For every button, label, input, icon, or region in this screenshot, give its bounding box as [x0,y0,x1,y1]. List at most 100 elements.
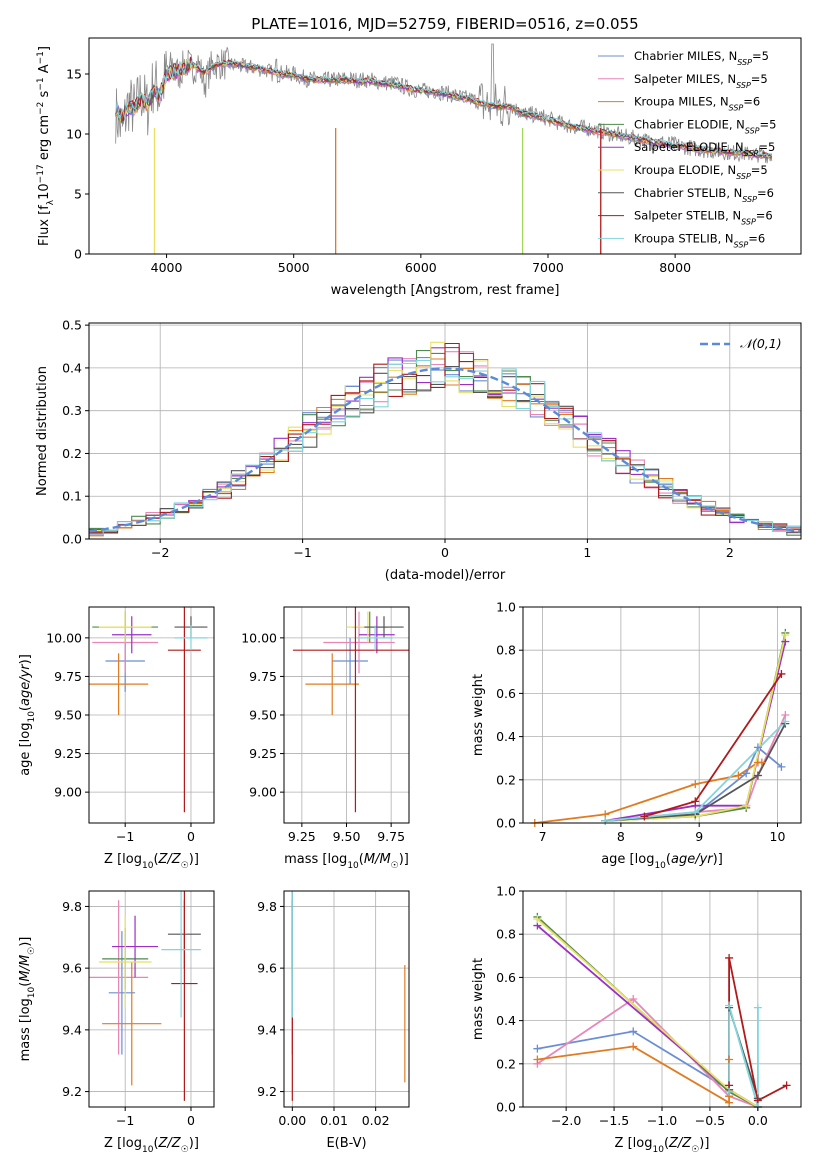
legend-label-1: Salpeter MILES, NSSP=5 [634,72,768,90]
y-axis-label: age [log10(age/yr)] [18,654,37,776]
y-tick-label: 9.25 [249,746,277,761]
y-tick-label: 10.00 [46,630,82,645]
y-tick-label: 10.00 [241,630,277,645]
y-axis-label: Normed distribution [35,366,50,496]
label-part: 10 [347,861,359,871]
model-spectrum-8 [115,57,773,157]
marker-5-0 [533,915,542,924]
x-tick-label: 1 [583,545,591,560]
label-part: 10 [142,1145,154,1155]
legend-sub: SSP [736,172,751,181]
label-part: )] [399,852,409,867]
x-axis-label: (data-model)/error [385,568,506,583]
marker-1-1 [629,995,638,1003]
x-tick-label: −1.0 [647,1113,677,1128]
label-part: ☉ [181,1145,189,1155]
label-part: ( [153,1136,158,1151]
label-part: ( [666,852,671,867]
marker-6-2 [753,771,762,780]
plot-area [291,891,406,1101]
y-tick-label: 9.4 [257,1022,277,1037]
y-tick-label: 0.0 [496,816,516,831]
marker-0-0 [533,1044,542,1053]
x-tick-label: 5000 [278,260,310,275]
label-part: 10 [27,986,37,998]
marker-8-0 [725,1087,734,1096]
label-part: ( [359,852,364,867]
y-tick-label: 9.2 [257,1084,277,1099]
y-axis-label: mass weight [471,958,486,1040]
label-part: ] [37,46,52,51]
x-axis-label: mass [log10(M/M☉)] [284,852,409,871]
legend-label-5: Kroupa ELODIE, NSSP=5 [634,163,768,181]
y-tick-label: 9.75 [54,669,82,684]
marker-7-1 [691,797,700,806]
marker-0-2 [742,769,751,778]
label-part: )] [699,1136,709,1151]
axes-frame [522,606,802,824]
legend-count: =5 [760,117,777,131]
label-part: ( [153,852,158,867]
plot-area [89,607,208,813]
marker-2-5 [757,758,766,767]
legend-sub: SSP [736,80,751,89]
legend-text: Salpeter STELIB, N [634,209,741,223]
marker-5-2 [742,801,751,810]
marker-5-3 [781,631,790,640]
y-tick-label: 9.6 [62,961,82,976]
label-part: ( [18,982,33,987]
label-part: age [log [18,723,33,776]
x-tick-label: 0.00 [278,1113,306,1128]
y-axis-label: mass [log10(M/M☉)] [18,937,37,1062]
x-tick-label: 0.0 [748,1113,768,1128]
y-tick-label: 5 [74,187,82,202]
y-tick-label: 0.2 [496,772,516,787]
age-vs-mass-plot: 9.25 9.50 9.75 9.00 9.25 9.50 9.75 10.00 mass [l… [241,606,410,871]
x-tick-label: 7 [539,829,547,844]
label-part: ☉ [391,861,399,871]
marker-8-1 [691,808,700,817]
legend-text: Salpeter ELODIE, N [634,140,744,154]
y-tick-label: 9.75 [249,669,277,684]
x-axis-label: Z [log10(Z/Z☉)] [104,852,199,871]
spectrum-plot: 4000 5000 6000 7000 8000 0 5 10 15 wavelength [An… [36,37,802,298]
x-tick-label: −2.0 [551,1113,581,1128]
legend-text: Salpeter MILES, N [634,72,736,86]
label-part: M/M [364,852,391,867]
legend-count: =5 [758,140,775,154]
marker-2-2 [691,780,700,789]
marker-2-1 [629,1042,638,1051]
series-line-3 [536,916,759,1107]
x-tick-label: 8 [617,829,625,844]
y-tick-label: 0.0 [62,532,82,547]
x-axis-label: wavelength [Angstrom, rest frame] [331,283,560,298]
x-tick-label: 0 [187,829,195,844]
series-line-6 [605,723,787,822]
x-tick-label: −1 [116,1113,134,1128]
plot-area [89,341,801,539]
x-tick-label: −2 [151,545,169,560]
label-part: 10 [37,183,52,200]
label-part: −17 [36,164,46,183]
legend-sub: SSP [734,240,749,249]
x-tick-label: −0.5 [695,1113,725,1128]
marker-8-3 [753,1003,762,1012]
series-line-0 [537,1030,759,1107]
y-axis-label: Flux [fλ10−17 erg cm−2 s−1 A−1] [36,46,56,246]
label-part: age/yr [18,663,33,706]
marker-0-4 [777,762,786,771]
legend-label-7: Salpeter STELIB, NSSP=6 [634,209,773,227]
marker-2-3 [734,771,743,780]
label-part: ☉ [27,947,37,955]
legend-sub: SSP [729,103,744,112]
marker-7-2 [777,669,786,678]
label-part: s [37,90,52,101]
label-part: Flux [f [37,205,52,246]
legend-count: =6 [748,231,765,245]
y-tick-label: 0.6 [496,970,516,985]
model-spectrum-7 [115,56,772,157]
legend-text: Kroupa STELIB, N [634,231,734,245]
y-tick-label: 9.4 [62,1022,82,1037]
legend-label-0: Chabrier MILES, NSSP=5 [634,49,769,67]
